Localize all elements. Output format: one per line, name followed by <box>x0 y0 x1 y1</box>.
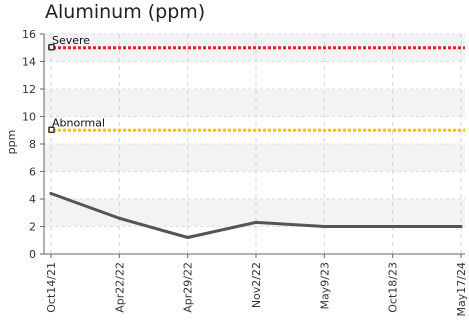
threshold-lines: Severe Abnormal <box>48 34 465 133</box>
x-tick-label: May9/23 <box>318 262 331 309</box>
y-tick-label: 0 <box>29 248 36 261</box>
y-axis-title: ppm <box>5 130 18 155</box>
threshold-label: Abnormal <box>52 116 105 129</box>
y-tick-label: 16 <box>22 28 36 41</box>
threshold-label: Severe <box>52 34 90 47</box>
tick-labels: 0 2 4 6 8 10 12 14 16 Oct14/21 Apr22/22 Apr29/22 Nov… <box>22 28 468 316</box>
y-tick-label: 8 <box>29 138 36 151</box>
data-point <box>459 225 463 228</box>
y-tick-label: 10 <box>22 111 36 124</box>
data-point <box>322 225 326 228</box>
plot-band <box>44 89 465 117</box>
chart-title: Aluminum (ppm) <box>45 1 206 23</box>
data-series <box>49 192 463 239</box>
threshold-marker <box>48 44 55 51</box>
y-tick-label: 2 <box>29 221 36 234</box>
y-tick-label: 12 <box>22 83 36 96</box>
data-point <box>254 220 258 224</box>
data-point <box>391 225 395 228</box>
y-tick-label: 6 <box>29 166 36 179</box>
x-tick-label: May17/24 <box>455 262 468 316</box>
tick-marks <box>40 33 462 258</box>
grid-lines <box>44 33 465 254</box>
x-tick-label: Nov2/22 <box>250 262 263 308</box>
x-tick-label: Oct18/23 <box>387 262 400 313</box>
data-point <box>186 236 190 239</box>
data-point <box>117 216 121 220</box>
x-tick-label: Apr29/22 <box>182 262 195 313</box>
plot-band <box>44 144 465 172</box>
x-tick-label: Oct14/21 <box>45 262 58 313</box>
y-tick-label: 4 <box>29 193 36 206</box>
y-tick-label: 14 <box>22 56 36 69</box>
x-tick-label: Apr22/22 <box>113 262 126 313</box>
data-point <box>49 192 53 195</box>
threshold-marker <box>48 126 55 133</box>
